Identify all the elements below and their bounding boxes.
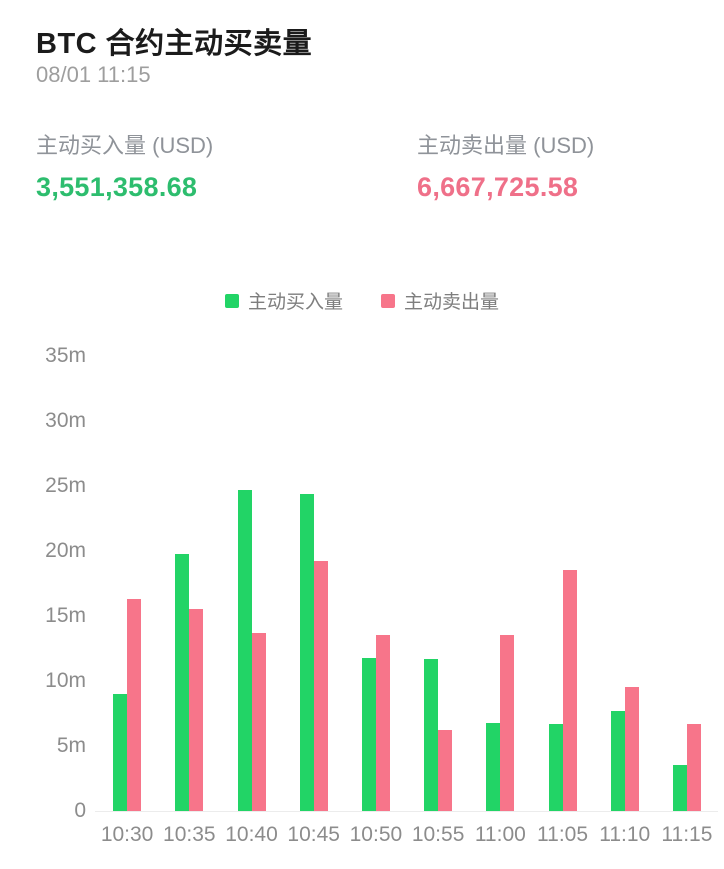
x-tick-label: 10:50 <box>349 823 403 846</box>
chart-timestamp: 08/01 11:15 <box>36 62 151 87</box>
sell-volume-value: 6,667,725.58 <box>417 172 579 202</box>
stats-row: 主动买入量 (USD) 3,551,358.68 主动卖出量 (USD) 6,6… <box>0 128 724 203</box>
x-axis: 10:30 10:35 10:40 10:45 10:50 10:55 11:00 11:05… <box>96 823 718 847</box>
sell-bar[interactable] <box>375 635 390 811</box>
bar-group-11:05 <box>531 356 593 811</box>
sell-bar[interactable] <box>686 724 701 811</box>
bar-group-10:40 <box>220 356 282 811</box>
page-title: BTC 合约主动买卖量 <box>36 28 313 60</box>
buy-bar[interactable] <box>237 490 252 811</box>
sell-bar[interactable] <box>189 609 204 811</box>
x-tick-label: 10:40 <box>225 823 278 846</box>
x-tick-label: 10:55 <box>411 823 465 846</box>
sell-bar[interactable] <box>500 635 515 811</box>
sell-bar[interactable] <box>251 633 266 811</box>
buy-bar[interactable] <box>548 724 563 811</box>
sell-bar[interactable] <box>313 561 328 811</box>
x-tick-label: 11:05 <box>537 823 589 846</box>
y-tick-label: 30m <box>45 409 86 432</box>
bar-group-10:45 <box>283 356 345 811</box>
bar-group-11:15 <box>656 356 718 811</box>
legend-buy-label: 主动买入量 <box>247 292 343 313</box>
buy-bar[interactable] <box>299 494 314 811</box>
buy-bar[interactable] <box>486 723 501 811</box>
bar-group-11:10 <box>594 356 656 811</box>
buy-bar[interactable] <box>672 765 687 811</box>
buy-bar[interactable] <box>361 658 376 811</box>
x-axis-line <box>95 811 718 812</box>
y-tick-label: 0 <box>74 799 86 822</box>
y-tick-label: 5m <box>56 734 86 757</box>
x-tick-label: 11:15 <box>661 823 713 846</box>
stat-sell-volume: 主动卖出量 (USD) 6,667,725.58 <box>362 128 724 203</box>
chart-legend: 主动买入量 主动卖出量 <box>0 287 724 314</box>
legend-item-buy[interactable]: 主动买入量 <box>224 287 343 314</box>
stat-buy-volume: 主动买入量 (USD) 3,551,358.68 <box>0 128 362 203</box>
legend-sell-label: 主动卖出量 <box>404 292 500 313</box>
sell-bar[interactable] <box>438 730 453 811</box>
bar-group-10:35 <box>158 356 220 811</box>
x-tick-label: 10:45 <box>287 823 340 846</box>
sell-bar[interactable] <box>562 570 577 811</box>
y-tick-label: 25m <box>45 474 86 497</box>
x-tick-label: 11:00 <box>474 823 526 846</box>
y-tick-label: 35m <box>45 344 86 367</box>
bar-group-10:55 <box>407 356 469 811</box>
buy-volume-label: 主动买入量 (USD) <box>36 133 214 158</box>
x-tick-label: 10:35 <box>163 823 216 846</box>
x-tick-label: 11:10 <box>599 823 651 846</box>
y-tick-label: 10m <box>45 669 86 692</box>
plot-area <box>96 356 718 811</box>
bar-group-10:50 <box>345 356 407 811</box>
buy-bar[interactable] <box>113 694 128 811</box>
sell-volume-label: 主动卖出量 (USD) <box>417 133 595 158</box>
buy-bar[interactable] <box>610 711 625 811</box>
x-tick-label: 10:30 <box>100 823 154 846</box>
buy-swatch-icon <box>224 293 239 308</box>
buy-bar[interactable] <box>175 554 190 811</box>
legend-item-sell[interactable]: 主动卖出量 <box>381 287 499 314</box>
y-tick-label: 20m <box>45 539 86 562</box>
buy-volume-value: 3,551,358.68 <box>36 172 198 202</box>
sell-bar[interactable] <box>624 687 639 811</box>
sell-swatch-icon <box>381 293 395 308</box>
bar-group-11:00 <box>469 356 531 811</box>
bar-group-10:30 <box>96 356 158 811</box>
buy-bar[interactable] <box>424 659 439 811</box>
y-tick-label: 15m <box>45 604 86 627</box>
sell-bar[interactable] <box>127 599 142 811</box>
